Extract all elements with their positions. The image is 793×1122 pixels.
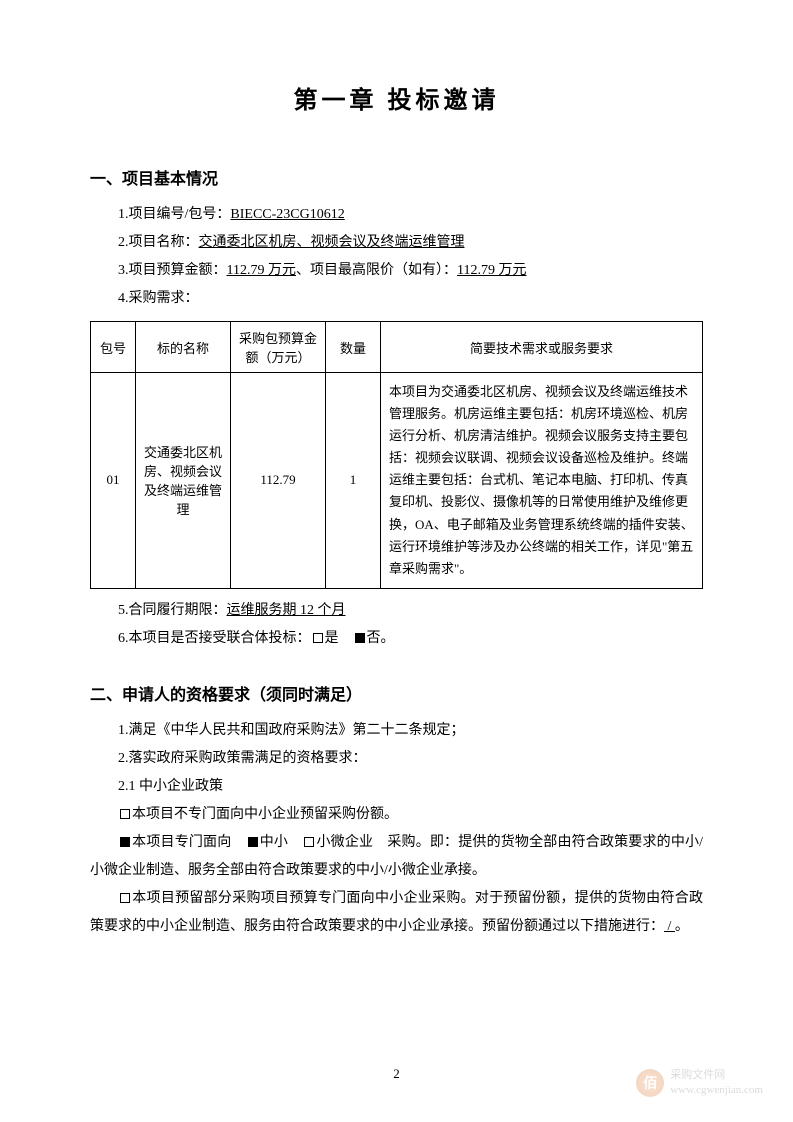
item3-value: 112.79 万元 bbox=[227, 263, 296, 278]
item1-label: 1.项目编号/包号： bbox=[118, 207, 230, 222]
sec2-cb3-blank: / bbox=[664, 919, 675, 934]
table-row: 01 交通委北区机房、视频会议及终端运维管理 112.79 1 本项目为交通委北… bbox=[91, 373, 703, 589]
item6-prefix: 6.本项目是否接受联合体投标： bbox=[118, 631, 311, 646]
td-name: 交通委北区机房、视频会议及终端运维管理 bbox=[136, 373, 231, 589]
watermark-line2: www.cgwenjian.com bbox=[670, 1083, 763, 1097]
sec2-cb2-opt1: 中小 bbox=[260, 835, 289, 850]
item3-label2: 、项目最高限价（如有）： bbox=[296, 263, 457, 278]
checkbox-empty-icon bbox=[120, 893, 130, 903]
checkbox-empty-icon bbox=[120, 809, 130, 819]
item3-value2: 112.79 万元 bbox=[457, 263, 526, 278]
section2-heading: 二、申请人的资格要求（须同时满足） bbox=[90, 681, 703, 705]
sec2-checkbox2-line: 本项目专门面向 中小 小微企业 采购。即：提供的货物全部由符合政策要求的中小/小… bbox=[90, 829, 703, 885]
checkbox-filled-icon bbox=[355, 633, 365, 643]
sec2-cb2-prefix: 本项目专门面向 bbox=[132, 835, 231, 850]
th-budget: 采购包预算金额（万元） bbox=[231, 322, 326, 373]
item6-line: 6.本项目是否接受联合体投标： 是 否。 bbox=[90, 625, 703, 653]
table-header-row: 包号 标的名称 采购包预算金额（万元） 数量 简要技术需求或服务要求 bbox=[91, 322, 703, 373]
sec2-cb2-opt2: 小微企业 bbox=[316, 835, 373, 850]
item1-line: 1.项目编号/包号：BIECC-23CG10612 bbox=[90, 201, 703, 229]
th-description: 简要技术需求或服务要求 bbox=[381, 322, 703, 373]
watermark-logo-icon: 佰 bbox=[636, 1069, 664, 1097]
sec2-cb3-suffix: 。 bbox=[675, 919, 689, 934]
sec2-checkbox1-line: 本项目不专门面向中小企业预留采购份额。 bbox=[90, 801, 703, 829]
sec2-item2-1: 2.1 中小企业政策 bbox=[90, 773, 703, 801]
item5-label: 5.合同履行期限： bbox=[118, 603, 227, 618]
checkbox-filled-icon bbox=[120, 837, 130, 847]
sec2-cb3-prefix: 本项目预留部分采购项目预算专门面向中小企业采购。对于预留份额，提供的货物由符合政… bbox=[90, 891, 703, 934]
watermark: 佰 采购文件网 www.cgwenjian.com bbox=[636, 1068, 763, 1097]
th-quantity: 数量 bbox=[326, 322, 381, 373]
item4-line: 4.采购需求： bbox=[90, 285, 703, 313]
section1-heading: 一、项目基本情况 bbox=[90, 165, 703, 189]
td-quantity: 1 bbox=[326, 373, 381, 589]
item2-value: 交通委北区机房、视频会议及终端运维管理 bbox=[199, 235, 465, 250]
sec2-checkbox3-line: 本项目预留部分采购项目预算专门面向中小企业采购。对于预留份额，提供的货物由符合政… bbox=[90, 885, 703, 941]
th-package-no: 包号 bbox=[91, 322, 136, 373]
item5-line: 5.合同履行期限：运维服务期 12 个月 bbox=[90, 597, 703, 625]
item6-no: 否。 bbox=[367, 631, 395, 646]
watermark-text: 采购文件网 www.cgwenjian.com bbox=[670, 1068, 763, 1097]
checkbox-empty-icon bbox=[304, 837, 314, 847]
checkbox-filled-icon bbox=[248, 837, 258, 847]
item2-label: 2.项目名称： bbox=[118, 235, 199, 250]
item6-yes: 是 bbox=[325, 631, 339, 646]
item3-label: 3.项目预算金额： bbox=[118, 263, 227, 278]
item2-line: 2.项目名称：交通委北区机房、视频会议及终端运维管理 bbox=[90, 229, 703, 257]
td-budget: 112.79 bbox=[231, 373, 326, 589]
chapter-title: 第一章 投标邀请 bbox=[90, 80, 703, 115]
checkbox-empty-icon bbox=[313, 633, 323, 643]
requirements-table: 包号 标的名称 采购包预算金额（万元） 数量 简要技术需求或服务要求 01 交通… bbox=[90, 321, 703, 589]
watermark-line1: 采购文件网 bbox=[670, 1068, 763, 1082]
th-name: 标的名称 bbox=[136, 322, 231, 373]
td-package-no: 01 bbox=[91, 373, 136, 589]
item3-line: 3.项目预算金额：112.79 万元、项目最高限价（如有）：112.79 万元 bbox=[90, 257, 703, 285]
item5-value: 运维服务期 12 个月 bbox=[227, 603, 346, 618]
sec2-checkbox1-text: 本项目不专门面向中小企业预留采购份额。 bbox=[132, 807, 398, 822]
td-description: 本项目为交通委北区机房、视频会议及终端运维技术管理服务。机房运维主要包括：机房环… bbox=[381, 373, 703, 589]
page-number: 2 bbox=[393, 1066, 400, 1082]
item1-value: BIECC-23CG10612 bbox=[230, 207, 344, 222]
sec2-item1: 1.满足《中华人民共和国政府采购法》第二十二条规定； bbox=[90, 717, 703, 745]
sec2-item2: 2.落实政府采购政策需满足的资格要求： bbox=[90, 745, 703, 773]
